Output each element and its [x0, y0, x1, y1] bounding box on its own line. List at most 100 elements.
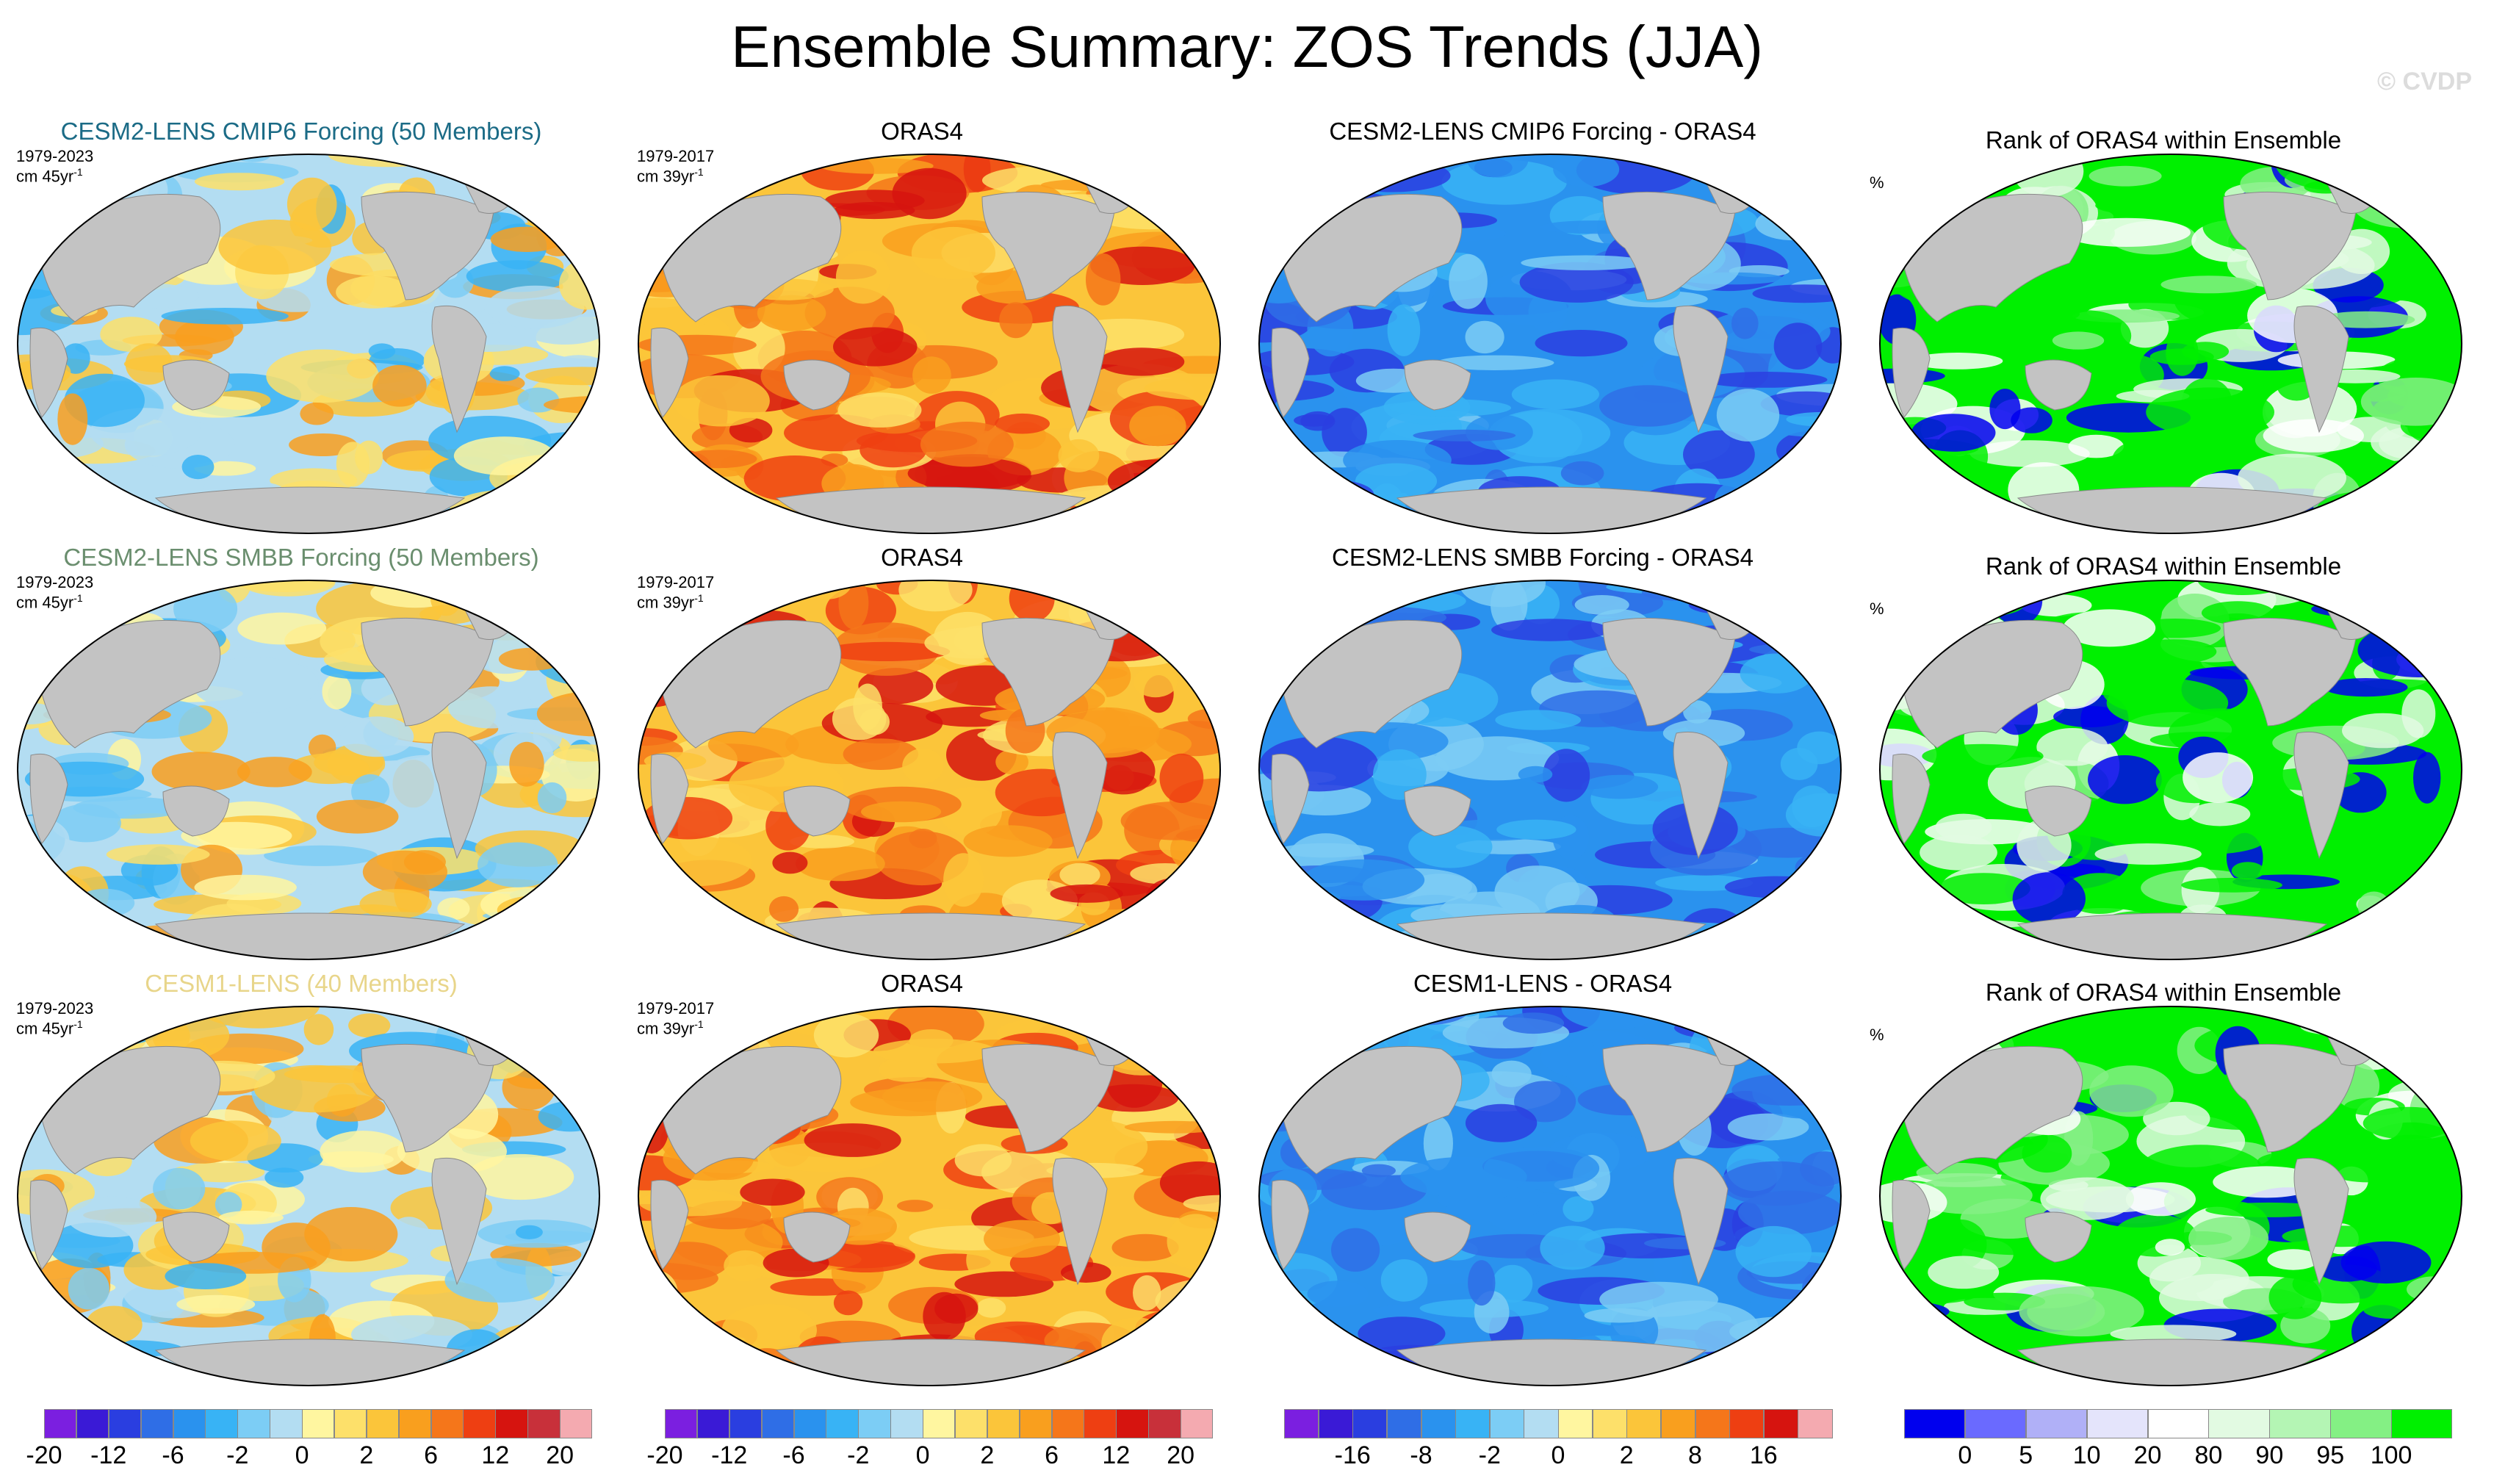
field-patch — [1088, 1084, 1179, 1112]
colorbar-label: -12 — [711, 1441, 748, 1469]
land-mass — [2025, 785, 2092, 837]
rank-units-3: % — [1870, 1026, 1884, 1044]
field-patch — [437, 897, 470, 921]
field-patch — [995, 749, 1028, 775]
colorbar-swatch — [1421, 1409, 1456, 1438]
field-patch — [1446, 1197, 1540, 1221]
field-patch — [320, 1131, 406, 1173]
field-patch — [1408, 825, 1493, 868]
colorbar-swatch — [108, 1409, 142, 1438]
field-patch — [999, 302, 1033, 339]
field-patch — [515, 1350, 545, 1386]
field-patch — [2434, 645, 2462, 660]
colorbar-swatch — [1729, 1409, 1765, 1438]
land-mass — [783, 1211, 851, 1263]
field-patch — [1740, 653, 1814, 694]
field-patch — [707, 727, 799, 763]
field-patch — [1299, 580, 1413, 608]
field-patch — [1158, 1006, 1220, 1036]
ensemble-units-1: cm 45yr-1 — [16, 166, 83, 186]
field-patch — [1302, 859, 1425, 901]
field-patch — [2406, 586, 2462, 638]
map-outline — [17, 1006, 600, 1386]
land-mass — [2223, 1043, 2357, 1153]
field-patch — [1113, 485, 1194, 518]
colorbar-label: -8 — [1410, 1441, 1432, 1469]
field-patch — [1355, 463, 1438, 500]
land-mass — [1900, 1045, 2083, 1175]
colorbar-label: 20 — [1167, 1441, 1195, 1469]
colorbar-swatch — [2208, 1409, 2270, 1438]
field-patch — [1880, 525, 1974, 533]
land-mass — [1900, 619, 2083, 749]
field-patch — [1880, 874, 1927, 923]
colorbar-swatch — [173, 1409, 206, 1438]
field-patch — [53, 929, 83, 959]
diff-title-2: CESM2-LENS SMBB Forcing - ORAS4 — [1332, 544, 1754, 571]
field-patch — [2131, 639, 2217, 664]
field-patch — [2088, 165, 2162, 187]
field-patch — [645, 1333, 746, 1346]
land-mass — [2017, 486, 2328, 533]
field-patch — [1373, 749, 1427, 800]
land-mass — [37, 619, 221, 749]
rank-units-1: % — [1870, 173, 1884, 192]
colorbar-swatch — [140, 1409, 174, 1438]
field-patch — [175, 319, 234, 356]
field-patch — [1387, 304, 1421, 356]
field-patch — [1674, 1015, 1780, 1040]
land-mass — [1900, 193, 2083, 323]
colorbar-label: 6 — [424, 1441, 439, 1469]
field-patch — [743, 455, 846, 502]
field-patch — [2181, 877, 2282, 893]
field-patch — [2040, 1177, 2134, 1220]
ensemble-panel-3: CESM1-LENS (40 Members) 1979-2023 cm 45y… — [0, 970, 602, 1396]
field-patch — [1895, 208, 1924, 242]
field-patch — [237, 612, 327, 645]
field-patch — [2180, 174, 2208, 219]
field-patch — [907, 456, 1031, 491]
field-patch — [984, 1220, 1060, 1258]
field-patch — [1307, 1281, 1369, 1308]
field-patch — [943, 853, 984, 907]
field-patch — [218, 219, 332, 275]
obs-title-2: ORAS4 — [881, 544, 963, 571]
field-patch — [94, 160, 146, 177]
field-patch — [2419, 1310, 2462, 1358]
field-patch — [372, 364, 427, 407]
field-patch — [1880, 1328, 1964, 1384]
ensemble-panel-2: CESM2-LENS SMBB Forcing (50 Members) 197… — [0, 544, 602, 970]
field-patch — [24, 873, 94, 926]
field-patch — [2313, 580, 2366, 602]
field-patch — [2333, 228, 2390, 274]
ensemble-panel-1: CESM2-LENS CMIP6 Forcing (50 Members) 19… — [0, 118, 602, 544]
field-patch — [1716, 389, 1780, 442]
field-patch — [1259, 580, 1291, 607]
colorbar-swatch — [2391, 1409, 2453, 1438]
field-patch — [485, 154, 576, 195]
ensemble-units-2: cm 45yr-1 — [16, 592, 83, 612]
field-patch — [1566, 1035, 1597, 1090]
field-patch — [1294, 414, 1335, 427]
land-mass — [1396, 912, 1707, 959]
field-patch — [1259, 1012, 1283, 1048]
field-patch — [703, 159, 754, 194]
field-patch — [1920, 835, 1997, 871]
field-patch — [673, 375, 770, 427]
field-patch — [897, 1200, 934, 1212]
colorbar-swatch — [1798, 1409, 1833, 1438]
field-patch — [1880, 633, 1945, 662]
field-patch — [1331, 1228, 1380, 1272]
colorbar-label: 2 — [1619, 1441, 1634, 1469]
land-mass — [29, 753, 68, 844]
field-patch — [1159, 753, 1204, 804]
field-patch — [47, 1344, 146, 1375]
field-patch — [691, 580, 724, 608]
colorbar-swatch — [76, 1409, 109, 1438]
field-patch — [2411, 620, 2462, 659]
field-patch — [48, 922, 82, 945]
field-patch — [71, 1016, 101, 1064]
land-mass — [1396, 1339, 1707, 1386]
field-patch — [2095, 196, 2176, 215]
ensemble-map-2 — [17, 580, 600, 960]
